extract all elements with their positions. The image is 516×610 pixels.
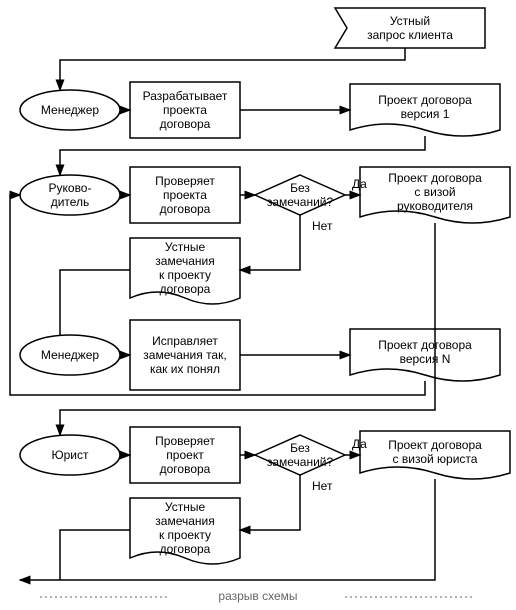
- decision-label: Нет: [312, 219, 333, 233]
- svg-text:Проверяет: Проверяет: [155, 174, 215, 188]
- svg-text:Менеджер: Менеджер: [41, 348, 100, 362]
- edge-7: [240, 215, 300, 270]
- svg-text:Руково-: Руково-: [49, 181, 92, 195]
- decision-label: Да: [352, 177, 367, 191]
- svg-text:Без: Без: [290, 181, 310, 195]
- edge-17: [60, 530, 130, 580]
- svg-text:замечания так,: замечания так,: [143, 348, 226, 362]
- svg-text:Проект договора: Проект договора: [378, 338, 472, 352]
- svg-text:Проект договора: Проект договора: [388, 438, 482, 452]
- svg-text:замечания: замечания: [155, 254, 214, 268]
- svg-text:Устные: Устные: [165, 240, 206, 254]
- svg-text:Устные: Устные: [165, 500, 206, 514]
- svg-text:с визой: с визой: [414, 185, 455, 199]
- svg-text:Менеджер: Менеджер: [41, 103, 100, 117]
- flowchart: Устныйзапрос клиента Менеджер Разрабатывае…: [0, 0, 516, 610]
- svg-text:договора: договора: [160, 462, 211, 476]
- svg-text:Проект договора: Проект договора: [388, 171, 482, 185]
- edge-8: [60, 270, 130, 335]
- svg-text:версия N: версия N: [400, 352, 451, 366]
- svg-text:к проекту: к проекту: [159, 268, 211, 282]
- svg-text:договора: договора: [160, 542, 211, 556]
- caption: разрыв схемы: [218, 589, 297, 603]
- svg-text:Проверяет: Проверяет: [155, 434, 215, 448]
- svg-text:к проекту: к проекту: [159, 528, 211, 542]
- decision-label: Нет: [312, 479, 333, 493]
- svg-text:Разрабатывает: Разрабатывает: [143, 89, 228, 103]
- svg-text:замечаний?: замечаний?: [267, 455, 334, 469]
- decision-label: Да: [352, 437, 367, 451]
- svg-text:проект: проект: [166, 448, 204, 462]
- svg-text:запрос клиента: запрос клиента: [367, 28, 453, 42]
- svg-text:дитель: дитель: [51, 195, 90, 209]
- svg-text:Юрист: Юрист: [52, 448, 90, 462]
- svg-text:договора: договора: [160, 202, 211, 216]
- svg-text:замечаний?: замечаний?: [267, 195, 334, 209]
- svg-text:Устный: Устный: [390, 14, 430, 28]
- svg-text:договора: договора: [160, 282, 211, 296]
- svg-text:с визой юриста: с визой юриста: [393, 452, 478, 466]
- svg-text:как их понял: как их понял: [150, 362, 220, 376]
- edge-16: [240, 475, 300, 530]
- svg-text:Исправляет: Исправляет: [152, 334, 218, 348]
- svg-text:руководителя: руководителя: [397, 199, 473, 213]
- svg-text:версия 1: версия 1: [401, 107, 450, 121]
- svg-text:Без: Без: [290, 441, 310, 455]
- svg-text:проекта: проекта: [163, 103, 207, 117]
- svg-text:проекта: проекта: [163, 188, 207, 202]
- svg-text:договора: договора: [160, 117, 211, 131]
- svg-text:замечания: замечания: [155, 514, 214, 528]
- svg-text:Проект договора: Проект договора: [378, 93, 472, 107]
